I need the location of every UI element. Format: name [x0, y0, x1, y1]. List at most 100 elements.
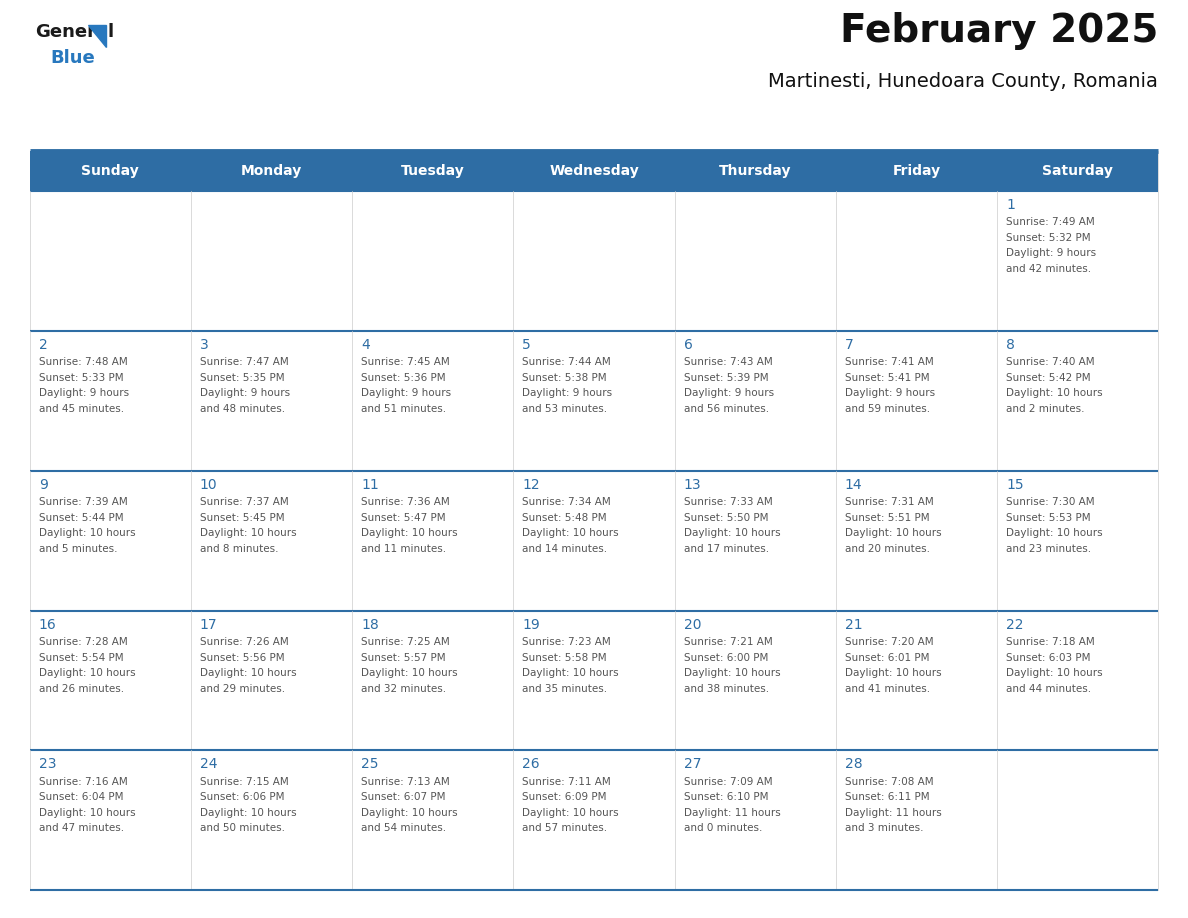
Text: Daylight: 10 hours: Daylight: 10 hours [39, 668, 135, 678]
Text: Sunrise: 7:39 AM: Sunrise: 7:39 AM [39, 497, 127, 507]
Text: and 8 minutes.: and 8 minutes. [200, 543, 278, 554]
Text: Sunset: 5:56 PM: Sunset: 5:56 PM [200, 653, 285, 663]
Text: and 3 minutes.: and 3 minutes. [845, 823, 923, 834]
Bar [997, 191, 1158, 330]
Text: 4: 4 [361, 338, 369, 352]
Text: Sunset: 5:42 PM: Sunset: 5:42 PM [1006, 373, 1091, 383]
Text: and 14 minutes.: and 14 minutes. [523, 543, 607, 554]
Text: Daylight: 9 hours: Daylight: 9 hours [845, 388, 935, 398]
Text: 3: 3 [200, 338, 209, 352]
Text: Daylight: 10 hours: Daylight: 10 hours [1006, 528, 1102, 538]
Text: Sunset: 5:33 PM: Sunset: 5:33 PM [39, 373, 124, 383]
Text: Sunrise: 7:41 AM: Sunrise: 7:41 AM [845, 357, 934, 367]
Text: and 47 minutes.: and 47 minutes. [39, 823, 124, 834]
Text: Sunset: 5:41 PM: Sunset: 5:41 PM [845, 373, 929, 383]
Bar [513, 751, 675, 890]
Text: Sunrise: 7:21 AM: Sunrise: 7:21 AM [683, 637, 772, 647]
Text: 27: 27 [683, 757, 701, 771]
Text: Daylight: 10 hours: Daylight: 10 hours [200, 808, 297, 818]
Text: and 2 minutes.: and 2 minutes. [1006, 404, 1085, 414]
Text: Sunset: 5:35 PM: Sunset: 5:35 PM [200, 373, 285, 383]
Bar [997, 471, 1158, 610]
Text: Sunrise: 7:47 AM: Sunrise: 7:47 AM [200, 357, 289, 367]
Text: and 51 minutes.: and 51 minutes. [361, 404, 447, 414]
Text: Daylight: 9 hours: Daylight: 9 hours [523, 388, 613, 398]
Text: 7: 7 [845, 338, 854, 352]
Text: February 2025: February 2025 [840, 12, 1158, 50]
Text: Sunrise: 7:43 AM: Sunrise: 7:43 AM [683, 357, 772, 367]
Text: Daylight: 9 hours: Daylight: 9 hours [39, 388, 128, 398]
Text: Sunset: 5:39 PM: Sunset: 5:39 PM [683, 373, 769, 383]
Text: Sunset: 5:47 PM: Sunset: 5:47 PM [361, 512, 446, 522]
Text: Sunset: 6:04 PM: Sunset: 6:04 PM [39, 792, 124, 802]
Bar [30, 151, 1158, 191]
Text: Daylight: 10 hours: Daylight: 10 hours [200, 668, 297, 678]
Bar [675, 471, 836, 610]
Text: and 11 minutes.: and 11 minutes. [361, 543, 447, 554]
Text: Martinesti, Hunedoara County, Romania: Martinesti, Hunedoara County, Romania [769, 72, 1158, 91]
Bar [352, 330, 513, 471]
Text: and 57 minutes.: and 57 minutes. [523, 823, 607, 834]
Text: Daylight: 10 hours: Daylight: 10 hours [39, 528, 135, 538]
Bar [513, 191, 675, 330]
Text: Sunrise: 7:20 AM: Sunrise: 7:20 AM [845, 637, 934, 647]
Bar [997, 751, 1158, 890]
Text: Sunrise: 7:25 AM: Sunrise: 7:25 AM [361, 637, 450, 647]
Text: 24: 24 [200, 757, 217, 771]
Bar [675, 751, 836, 890]
Text: 19: 19 [523, 618, 541, 632]
Bar [675, 191, 836, 330]
Text: Daylight: 9 hours: Daylight: 9 hours [200, 388, 290, 398]
Text: Saturday: Saturday [1042, 164, 1113, 178]
Bar [997, 330, 1158, 471]
Text: Sunrise: 7:36 AM: Sunrise: 7:36 AM [361, 497, 450, 507]
Text: Sunrise: 7:18 AM: Sunrise: 7:18 AM [1006, 637, 1095, 647]
Text: Sunset: 5:51 PM: Sunset: 5:51 PM [845, 512, 929, 522]
Text: 5: 5 [523, 338, 531, 352]
Text: Sunset: 5:53 PM: Sunset: 5:53 PM [1006, 512, 1091, 522]
Text: 2: 2 [39, 338, 48, 352]
Text: and 35 minutes.: and 35 minutes. [523, 684, 607, 693]
Text: Thursday: Thursday [719, 164, 791, 178]
Text: 9: 9 [39, 477, 48, 491]
Polygon shape [88, 25, 106, 47]
Bar [352, 471, 513, 610]
Text: Sunset: 5:58 PM: Sunset: 5:58 PM [523, 653, 607, 663]
Text: and 56 minutes.: and 56 minutes. [683, 404, 769, 414]
Bar [352, 191, 513, 330]
Text: 28: 28 [845, 757, 862, 771]
Text: Sunrise: 7:37 AM: Sunrise: 7:37 AM [200, 497, 289, 507]
Text: and 41 minutes.: and 41 minutes. [845, 684, 930, 693]
Text: 16: 16 [39, 618, 57, 632]
Text: and 5 minutes.: and 5 minutes. [39, 543, 118, 554]
Text: Daylight: 10 hours: Daylight: 10 hours [845, 528, 941, 538]
Text: Daylight: 10 hours: Daylight: 10 hours [1006, 668, 1102, 678]
Text: 6: 6 [683, 338, 693, 352]
Text: Sunrise: 7:16 AM: Sunrise: 7:16 AM [39, 777, 127, 787]
Text: Blue: Blue [50, 49, 95, 67]
Text: 21: 21 [845, 618, 862, 632]
Text: and 50 minutes.: and 50 minutes. [200, 823, 285, 834]
Text: Sunset: 5:50 PM: Sunset: 5:50 PM [683, 512, 769, 522]
Text: 26: 26 [523, 757, 541, 771]
Text: Sunset: 6:01 PM: Sunset: 6:01 PM [845, 653, 929, 663]
Text: Sunset: 6:06 PM: Sunset: 6:06 PM [200, 792, 284, 802]
Text: and 48 minutes.: and 48 minutes. [200, 404, 285, 414]
Text: and 45 minutes.: and 45 minutes. [39, 404, 124, 414]
Text: Daylight: 10 hours: Daylight: 10 hours [683, 528, 781, 538]
Text: Sunset: 6:09 PM: Sunset: 6:09 PM [523, 792, 607, 802]
Bar [191, 191, 352, 330]
Bar [836, 751, 997, 890]
Text: 10: 10 [200, 477, 217, 491]
Text: Sunset: 6:03 PM: Sunset: 6:03 PM [1006, 653, 1091, 663]
Text: and 20 minutes.: and 20 minutes. [845, 543, 930, 554]
Text: 20: 20 [683, 618, 701, 632]
Text: Daylight: 10 hours: Daylight: 10 hours [523, 808, 619, 818]
Text: 15: 15 [1006, 477, 1024, 491]
Text: 17: 17 [200, 618, 217, 632]
Text: 12: 12 [523, 477, 541, 491]
Bar [30, 610, 191, 751]
Text: Sunrise: 7:13 AM: Sunrise: 7:13 AM [361, 777, 450, 787]
Text: Tuesday: Tuesday [400, 164, 465, 178]
Text: Sunday: Sunday [82, 164, 139, 178]
